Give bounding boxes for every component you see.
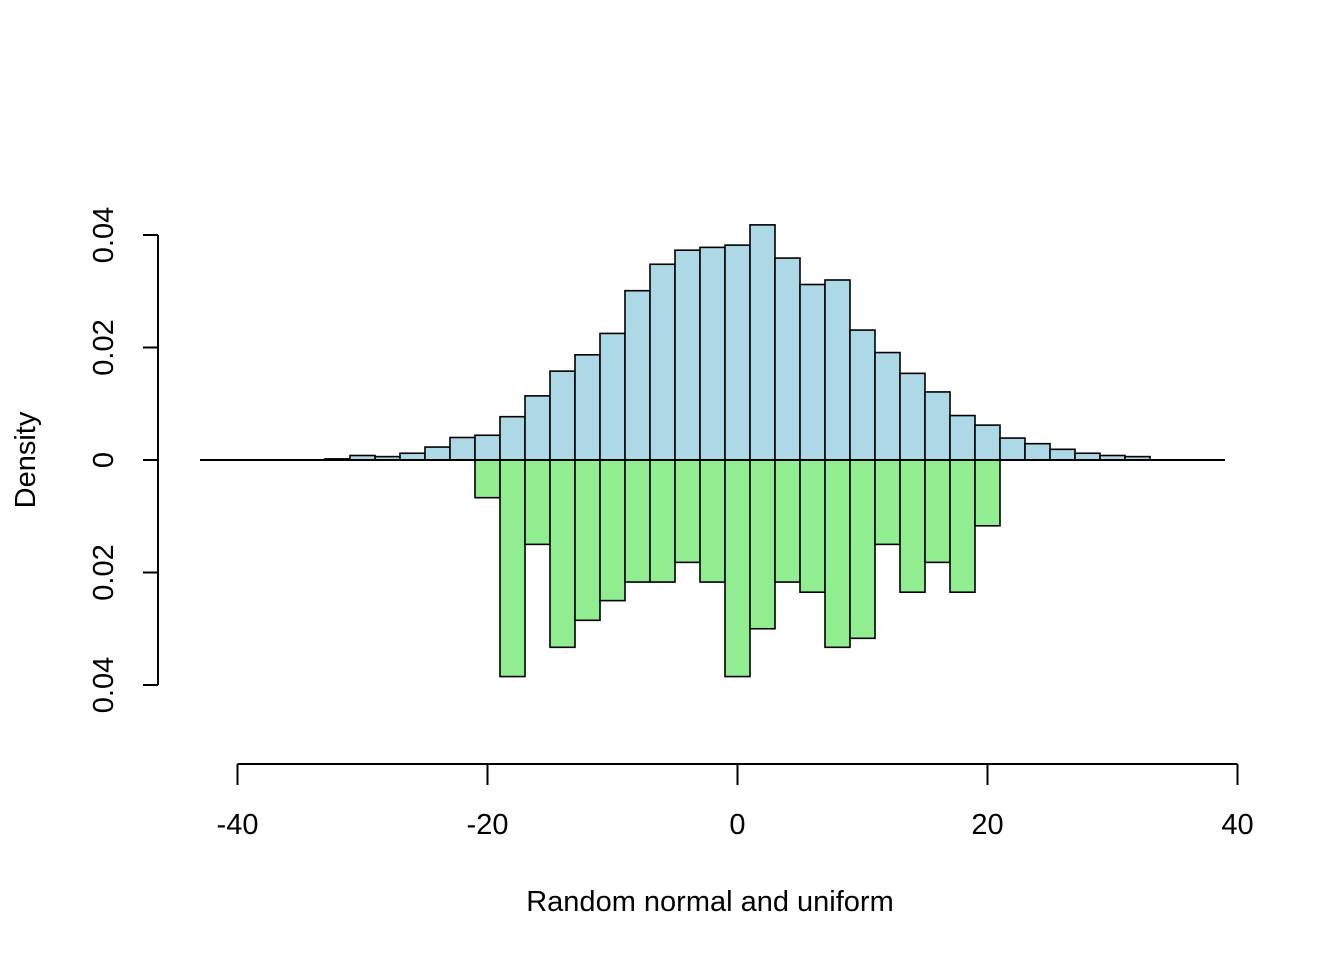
lower-histogram-bar	[549, 459, 576, 649]
lower-histogram-bar	[899, 459, 926, 593]
upper-histogram-bar	[624, 289, 651, 461]
upper-histogram-bar	[749, 224, 776, 461]
upper-histogram-bar	[724, 244, 751, 461]
x-axis-label: Random normal and uniform	[526, 886, 894, 918]
lower-histogram-bar	[749, 459, 776, 630]
upper-histogram-bar	[1049, 448, 1076, 461]
y-axis-label: Density	[10, 411, 42, 508]
lower-histogram-bar	[824, 459, 851, 649]
upper-histogram-bar	[399, 452, 426, 461]
lower-histogram-bar	[724, 459, 751, 678]
y-tick-label: 0	[88, 452, 120, 468]
upper-histogram-bar	[524, 395, 551, 461]
upper-histogram-bar	[874, 351, 901, 461]
lower-histogram-bar	[624, 459, 651, 583]
upper-histogram-bar	[849, 329, 876, 461]
upper-histogram-bar	[574, 354, 601, 461]
upper-histogram-bar	[824, 279, 851, 461]
y-tick-label: 0.02	[88, 544, 120, 600]
lower-histogram-bar	[674, 459, 701, 564]
upper-histogram-bar	[449, 436, 476, 461]
lower-histogram-bar	[774, 459, 801, 583]
lower-histogram-bar	[924, 459, 951, 564]
upper-histogram-bar	[699, 246, 726, 461]
lower-histogram-bar	[799, 459, 826, 593]
upper-histogram-bar	[1024, 442, 1051, 461]
x-axis: -40 -20 0 20 40	[217, 763, 1254, 841]
lower-histogram-bar	[499, 459, 526, 678]
upper-histogram-bar	[674, 249, 701, 461]
upper-histogram-bar	[649, 263, 676, 461]
lower-histogram-bar	[599, 459, 626, 602]
upper-histogram-bar	[599, 332, 626, 461]
lower-histogram-bar	[849, 459, 876, 640]
x-tick-label: -20	[467, 809, 509, 841]
y-tick-label: 0.04	[88, 657, 120, 713]
upper-histogram-bar	[924, 391, 951, 461]
x-tick-label: 0	[729, 809, 745, 841]
upper-histogram-bar	[974, 424, 1001, 461]
upper-histogram-bar	[424, 446, 451, 461]
upper-histogram-bar	[774, 257, 801, 461]
lower-histogram-bar	[574, 459, 601, 622]
lower-histogram-bar	[949, 459, 976, 593]
y-axis: 0.04 0.02 0 0.02 0.04	[88, 207, 159, 713]
lower-histogram-bar	[474, 459, 501, 499]
upper-histogram-bar	[499, 415, 526, 461]
lower-histogram-bar	[524, 459, 551, 546]
x-tick-label: 40	[1221, 809, 1253, 841]
upper-histogram-bar	[474, 434, 501, 461]
lower-histogram-bar	[874, 459, 901, 546]
lower-histogram-bar	[649, 459, 676, 583]
lower-histogram-bar	[699, 459, 726, 583]
lower-histogram-bar	[974, 459, 1001, 527]
y-tick-label: 0.04	[88, 207, 120, 263]
x-tick-label: -40	[217, 809, 259, 841]
upper-histogram-bar	[1074, 452, 1101, 461]
upper-histogram-bar	[899, 372, 926, 461]
upper-histogram-bar	[549, 370, 576, 461]
y-tick-label: 0.02	[88, 319, 120, 375]
upper-histogram-bar	[949, 414, 976, 461]
upper-histogram-bar	[799, 283, 826, 461]
bars-layer	[324, 224, 1151, 678]
upper-histogram-bar	[999, 437, 1026, 461]
x-tick-label: 20	[971, 809, 1003, 841]
